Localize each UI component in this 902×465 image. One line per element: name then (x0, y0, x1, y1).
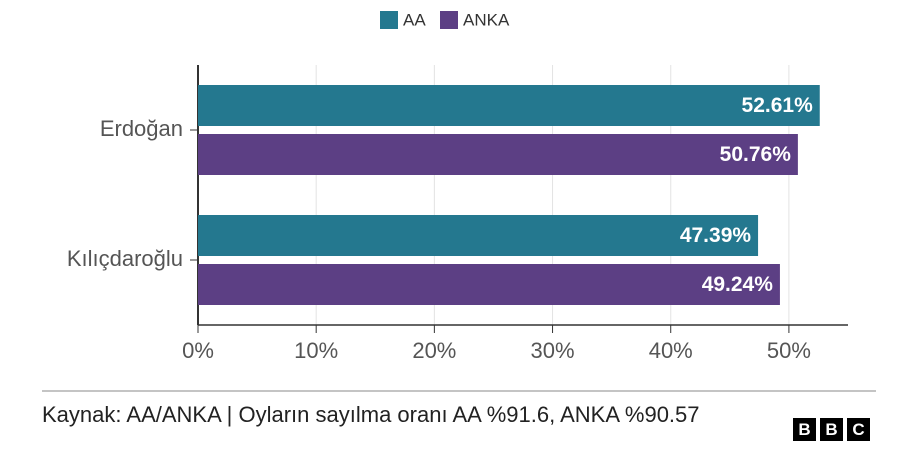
legend-label: ANKA (463, 10, 510, 29)
x-tick-label: 50% (767, 338, 811, 363)
logo-letter: B (793, 418, 816, 441)
value-label: 52.61% (742, 94, 814, 117)
bar (198, 85, 820, 126)
bar (198, 134, 798, 175)
value-label: 50.76% (720, 143, 792, 166)
logo-letter: B (820, 418, 843, 441)
y-tick-label: Erdoğan (100, 116, 183, 141)
x-tick-label: 10% (294, 338, 338, 363)
value-label: 47.39% (680, 224, 752, 247)
x-tick-label: 40% (649, 338, 693, 363)
value-label: 49.24% (702, 273, 774, 296)
bar (198, 264, 780, 305)
source-note: Kaynak: AA/ANKA | Oyların sayılma oranı … (42, 402, 700, 427)
legend-swatch (380, 11, 398, 29)
legend-label: AA (403, 10, 426, 29)
bar (198, 215, 759, 256)
x-tick-label: 30% (531, 338, 575, 363)
logo-letter: C (847, 418, 870, 441)
x-tick-label: 20% (412, 338, 456, 363)
chart: AA ANKA 0% 10% 20% 30% 40% 50% Erdoğan 52.61% 50.7… (42, 10, 876, 392)
y-tick-label: Kılıçdaroğlu (67, 246, 183, 271)
logo: B B C (793, 418, 870, 441)
legend-swatch (440, 11, 458, 29)
x-tick-label: 0% (182, 338, 214, 363)
